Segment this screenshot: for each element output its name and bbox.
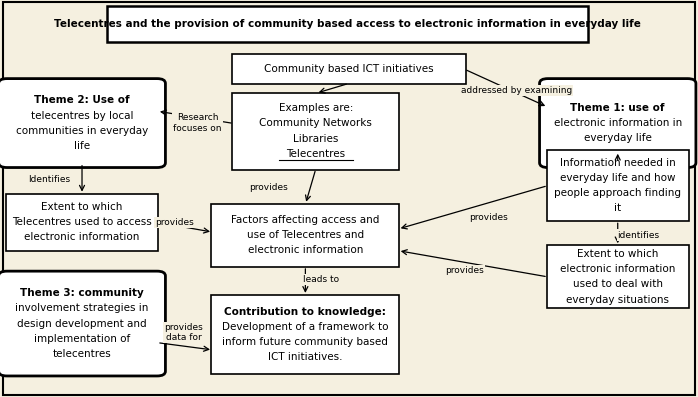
Text: everyday life: everyday life [584,133,652,143]
Text: people approach finding: people approach finding [554,188,681,198]
Text: Telecentres: Telecentres [286,148,346,159]
FancyBboxPatch shape [547,150,689,221]
Text: Telecentres and the provision of community based access to electronic informatio: Telecentres and the provision of communi… [54,19,641,29]
Text: provides: provides [249,183,288,192]
Text: Extent to which: Extent to which [577,249,658,259]
Text: Research
focuses on: Research focuses on [173,114,222,133]
Text: Theme 2: Use of: Theme 2: Use of [34,95,130,106]
FancyBboxPatch shape [0,271,165,376]
Text: Extent to which: Extent to which [41,202,123,212]
FancyBboxPatch shape [6,194,158,251]
Text: use of Telecentres and: use of Telecentres and [247,230,364,240]
Text: addressed by examining: addressed by examining [461,86,572,95]
Text: electronic information: electronic information [24,232,140,243]
Text: Identifies: Identifies [28,175,70,184]
Text: Contribution to knowledge:: Contribution to knowledge: [225,307,386,317]
Text: electronic information in: electronic information in [554,118,682,128]
Text: involvement strategies in: involvement strategies in [15,303,149,314]
Text: provides: provides [469,213,508,222]
Text: communities in everyday: communities in everyday [16,125,148,136]
Text: provides: provides [155,218,194,227]
Text: Theme 3: community: Theme 3: community [20,288,144,299]
Text: Libraries: Libraries [293,133,339,144]
Text: telecentres by local: telecentres by local [31,110,133,121]
Text: Community based ICT initiatives: Community based ICT initiatives [264,64,434,74]
Text: provides
data for: provides data for [164,323,203,342]
Text: everyday situations: everyday situations [566,295,669,304]
FancyBboxPatch shape [232,54,466,84]
Text: Telecentres used to access: Telecentres used to access [12,217,152,227]
Text: electronic information: electronic information [560,264,676,274]
Text: Information needed in: Information needed in [560,158,676,168]
Text: Examples are:: Examples are: [279,103,353,114]
Text: used to deal with: used to deal with [573,279,662,289]
Text: inform future community based: inform future community based [223,337,388,347]
Text: electronic information: electronic information [248,245,363,255]
Text: leads to: leads to [303,276,339,284]
FancyBboxPatch shape [107,6,588,42]
Text: Development of a framework to: Development of a framework to [222,322,389,332]
Text: Factors affecting access and: Factors affecting access and [231,215,380,225]
Text: identifies: identifies [618,231,660,239]
Text: Theme 1: use of: Theme 1: use of [570,103,665,113]
FancyBboxPatch shape [0,79,165,168]
FancyBboxPatch shape [211,204,399,267]
Text: life: life [74,141,90,151]
FancyBboxPatch shape [232,93,399,170]
Text: it: it [614,203,621,213]
Text: Community Networks: Community Networks [260,118,372,129]
FancyBboxPatch shape [547,245,689,308]
Text: everyday life and how: everyday life and how [560,173,676,183]
Text: provides: provides [445,266,484,275]
Text: telecentres: telecentres [52,349,112,359]
FancyBboxPatch shape [540,79,696,168]
Text: implementation of: implementation of [34,333,130,344]
Text: ICT initiatives.: ICT initiatives. [268,352,343,362]
Text: design development and: design development and [17,318,147,329]
FancyBboxPatch shape [211,295,399,374]
